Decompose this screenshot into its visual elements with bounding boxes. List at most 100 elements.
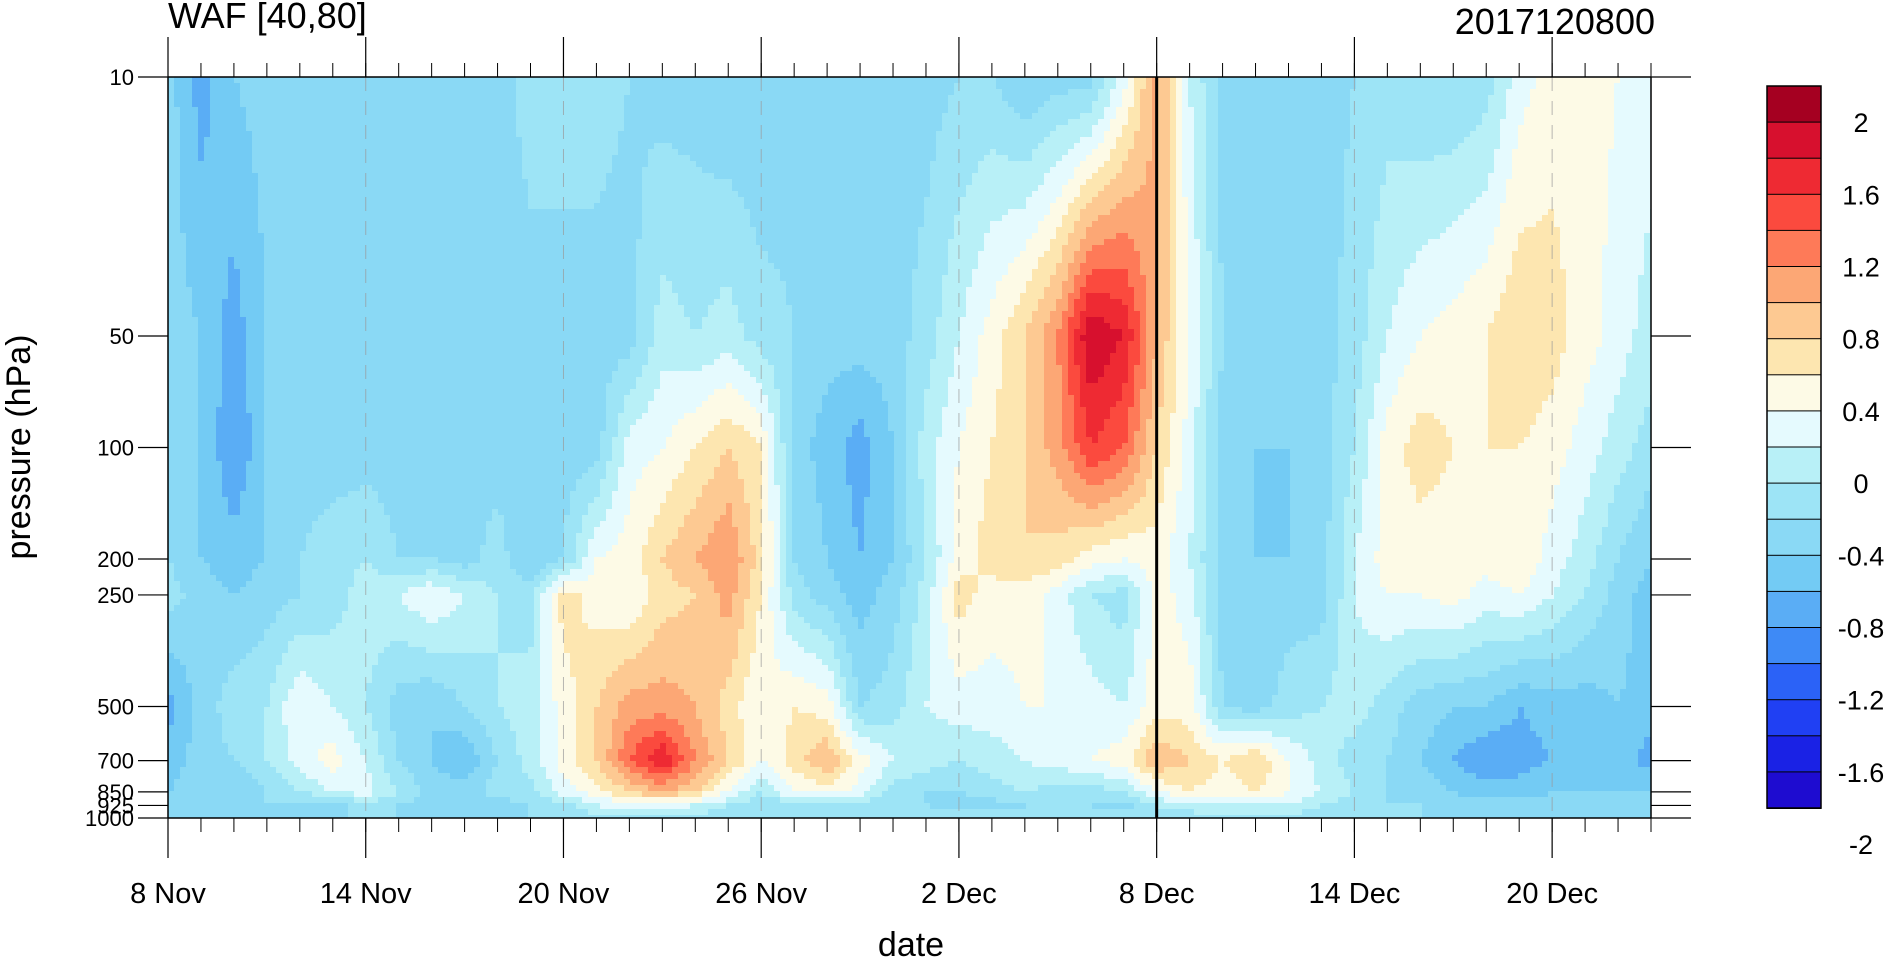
contour-fill-cell	[1584, 593, 1609, 600]
contour-fill-cell	[978, 251, 1021, 258]
contour-fill-cell	[198, 443, 217, 450]
contour-fill-cell	[600, 767, 619, 774]
contour-fill-cell	[1170, 125, 1177, 132]
contour-fill-cell	[936, 491, 955, 498]
contour-fill-cell	[1602, 311, 1639, 318]
contour-fill-cell	[1338, 647, 1471, 654]
contour-fill-cell	[942, 275, 973, 282]
contour-fill-cell	[1350, 461, 1369, 468]
contour-fill-cell	[1134, 449, 1147, 456]
contour-fill-cell	[1194, 587, 1207, 594]
contour-fill-cell	[564, 647, 643, 654]
contour-fill-cell	[600, 701, 619, 708]
contour-fill-cell	[1068, 89, 1099, 96]
contour-fill-cell	[600, 689, 631, 696]
contour-fill-cell	[1218, 131, 1351, 138]
contour-fill-cell	[1188, 323, 1201, 330]
contour-fill-cell	[798, 569, 835, 576]
contour-fill-cell	[1422, 809, 1652, 816]
contour-fill-cell	[744, 395, 769, 402]
contour-fill-cell	[720, 611, 733, 618]
contour-fill-cell	[936, 329, 961, 336]
contour-fill-cell	[252, 137, 523, 144]
contour-fill-cell	[870, 473, 895, 480]
contour-fill-cell	[516, 749, 541, 756]
contour-fill-cell	[696, 503, 727, 510]
contour-fill-cell	[1614, 695, 1621, 702]
contour-fill-cell	[906, 671, 931, 678]
contour-fill-cell	[1290, 773, 1315, 780]
contour-fill-cell	[960, 455, 991, 462]
contour-fill-cell	[1404, 707, 1453, 714]
contour-fill-cell	[1128, 359, 1141, 366]
contour-fill-cell	[1128, 77, 1135, 84]
contour-fill-cell	[1062, 389, 1069, 396]
contour-fill-cell	[612, 791, 643, 798]
contour-fill-cell	[978, 557, 1075, 564]
contour-fill-cell	[1422, 593, 1471, 600]
contour-fill-cell	[852, 755, 871, 762]
contour-fill-cell	[642, 557, 661, 564]
contour-fill-cell	[978, 545, 1093, 552]
contour-fill-cell	[1332, 449, 1357, 456]
contour-fill-cell	[1578, 413, 1609, 420]
contour-fill-cell	[918, 467, 937, 474]
contour-fill-cell	[810, 593, 847, 600]
contour-fill-cell	[714, 173, 931, 180]
colorbar-label: -0.4	[1838, 541, 1885, 571]
contour-fill-cell	[972, 401, 997, 408]
contour-fill-cell	[906, 383, 931, 390]
contour-fill-cell	[1422, 815, 1652, 819]
contour-fill-cell	[1176, 245, 1189, 252]
contour-fill-cell	[690, 455, 721, 462]
contour-fill-cell	[1116, 137, 1135, 144]
contour-fill-cell	[1638, 299, 1652, 306]
contour-fill-cell	[636, 341, 655, 348]
contour-fill-cell	[1218, 539, 1255, 546]
contour-fill-cell	[966, 305, 991, 312]
contour-fill-cell	[1362, 377, 1381, 384]
contour-fill-cell	[540, 653, 553, 660]
contour-fill-cell	[1128, 725, 1147, 732]
contour-fill-cell	[264, 479, 577, 486]
contour-fill-cell	[576, 545, 589, 552]
contour-fill-cell	[1158, 269, 1171, 276]
contour-fill-cell	[852, 707, 901, 714]
contour-fill-cell	[1500, 665, 1627, 672]
contour-fill-cell	[528, 185, 607, 192]
contour-fill-cell	[774, 479, 787, 486]
contour-fill-cell	[1116, 449, 1135, 456]
contour-fill-cell	[894, 551, 913, 558]
contour-fill-cell	[336, 767, 367, 774]
contour-fill-cell	[222, 335, 247, 342]
contour-fill-cell	[1386, 791, 1459, 798]
contour-fill-cell	[1134, 101, 1141, 108]
contour-fill-cell	[1356, 395, 1375, 402]
contour-fill-cell	[1128, 605, 1141, 612]
contour-fill-cell	[618, 749, 637, 756]
contour-fill-cell	[792, 491, 817, 498]
contour-fill-cell	[612, 443, 625, 450]
contour-fill-cell	[780, 413, 793, 420]
contour-fill-cell	[1092, 131, 1105, 138]
contour-fill-cell	[786, 449, 793, 456]
contour-fill-cell	[1314, 779, 1351, 786]
contour-fill-cell	[168, 521, 199, 528]
contour-fill-cell	[1350, 785, 1387, 792]
contour-fill-cell	[1554, 389, 1585, 396]
contour-fill-cell	[1224, 275, 1339, 282]
contour-fill-cell	[1434, 485, 1555, 492]
contour-fill-cell	[1134, 659, 1147, 666]
contour-fill-cell	[1194, 149, 1207, 156]
contour-fill-cell	[1560, 245, 1603, 252]
contour-fill-cell	[792, 545, 829, 552]
contour-fill-cell	[732, 299, 787, 306]
contour-fill-cell	[654, 311, 685, 318]
contour-fill-cell	[600, 455, 613, 462]
contour-fill-cell	[1350, 131, 1471, 138]
colorbar-bin	[1766, 699, 1822, 737]
contour-fill-cell	[1086, 479, 1105, 486]
contour-fill-cell	[1380, 353, 1411, 360]
contour-fill-cell	[768, 455, 775, 462]
colorbar-bin	[1766, 627, 1822, 665]
